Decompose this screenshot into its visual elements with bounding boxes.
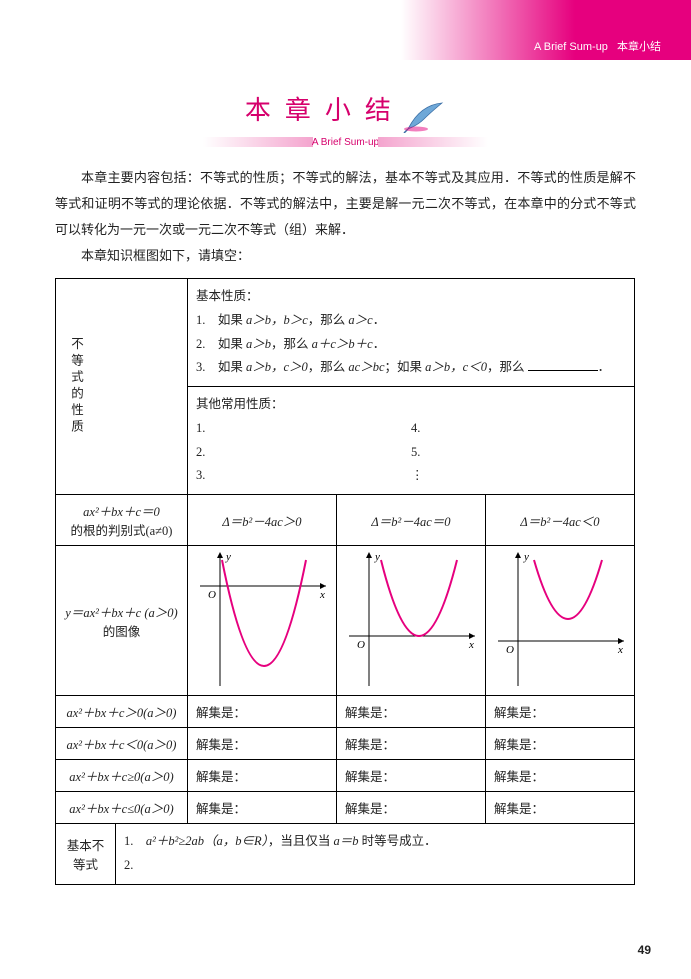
svg-text:x: x [319, 589, 325, 601]
svg-text:x: x [468, 639, 474, 651]
feather-icon [402, 99, 446, 133]
intro-text: 本章主要内容包括：不等式的性质；不等式的解法，基本不等式及其应用．不等式的性质是… [55, 165, 636, 269]
title-cn: 本章小结 [245, 96, 405, 125]
other-heading: 其他常用性质： [196, 393, 626, 417]
parabola-chart-3: y x O [490, 546, 630, 696]
other-n2: 2. [196, 441, 411, 465]
parabola-chart-2: y x O [341, 546, 481, 696]
title-fade-right [378, 137, 488, 147]
sol-cell: 解集是： [187, 728, 336, 760]
title-fade-left [203, 137, 313, 147]
graph-delta-neg: y x O [485, 546, 634, 696]
svg-text:y: y [523, 551, 529, 563]
sol-lhs: ax²＋bx＋c＞0(a＞0) [56, 696, 188, 728]
parabola-chart-1: y x O [192, 546, 332, 696]
basic-ineq-label: 基本不等式 [56, 824, 116, 885]
svg-text:x: x [617, 644, 623, 656]
intro-p2: 本章知识框图如下，请填空： [55, 243, 636, 269]
delta-neg: Δ＝b²－4ac＜0 [485, 495, 634, 546]
sol-cell: 解集是： [485, 728, 634, 760]
title-sub: A Brief Sum-up [312, 137, 379, 148]
sol-row-1: ax²＋bx＋c＜0(a＞0) 解集是： 解集是： 解集是： [56, 728, 635, 760]
sol-lhs: ax²＋bx＋c＜0(a＞0) [56, 728, 188, 760]
sol-cell: 解集是： [485, 696, 634, 728]
sol-row-0: ax²＋bx＋c＞0(a＞0) 解集是： 解集是： 解集是： [56, 696, 635, 728]
other-n4: 4. [411, 417, 626, 441]
discriminant-label: ax²＋bx＋c＝0 的根的判别式(a≠0) [56, 495, 188, 546]
sol-cell: 解集是： [187, 760, 336, 792]
basic-item-2: 2. 如果 a＞b，那么 a＋c＞b＋c． [196, 333, 626, 357]
svg-text:O: O [357, 639, 365, 651]
header-cn: 本章小结 [617, 41, 661, 53]
other-dots: ⋮ [411, 464, 626, 488]
svg-text:y: y [374, 551, 380, 563]
intro-p1: 本章主要内容包括：不等式的性质；不等式的解法，基本不等式及其应用．不等式的性质是… [55, 165, 636, 243]
graph-delta-pos: y x O [187, 546, 336, 696]
graph-delta-zero: y x O [336, 546, 485, 696]
sol-cell: 解集是： [187, 792, 336, 824]
sol-lhs: ax²＋bx＋c≥0(a＞0) [56, 760, 188, 792]
basic-properties-cell: 基本性质： 1. 如果 a＞b，b＞c，那么 a＞c． 2. 如果 a＞b，那么… [187, 279, 634, 387]
svg-text:O: O [208, 589, 216, 601]
basic-ineq-2: 2. [124, 854, 626, 878]
sol-cell: 解集是： [485, 760, 634, 792]
summary-table: 不等式的性质 基本性质： 1. 如果 a＞b，b＞c，那么 a＞c． 2. 如果… [55, 278, 635, 885]
graph-row-label: y＝ax²＋bx＋c (a＞0) 的图像 [56, 546, 188, 696]
sol-cell: 解集是： [485, 792, 634, 824]
sol-cell: 解集是： [336, 760, 485, 792]
svg-text:y: y [225, 551, 231, 563]
running-header: A Brief Sum-up 本章小结 [534, 38, 661, 54]
sol-row-3: ax²＋bx＋c≤0(a＞0) 解集是： 解集是： 解集是： [56, 792, 635, 824]
blank-fill[interactable] [528, 370, 598, 371]
page-number: 49 [638, 943, 651, 957]
header-en: A Brief Sum-up [534, 41, 608, 53]
chapter-title: 本章小结 A Brief Sum-up [0, 90, 691, 149]
sol-lhs: ax²＋bx＋c≤0(a＞0) [56, 792, 188, 824]
properties-vertical-label: 不等式的性质 [64, 337, 86, 436]
other-n1: 1. [196, 417, 411, 441]
basic-item-1: 1. 如果 a＞b，b＞c，那么 a＞c． [196, 309, 626, 333]
delta-pos: Δ＝b²－4ac＞0 [187, 495, 336, 546]
basic-ineq-1: 1. a²＋b²≥2ab（a，b∈R），当且仅当 a＝b 时等号成立． [124, 830, 626, 854]
basic-ineq-cell: 1. a²＋b²≥2ab（a，b∈R），当且仅当 a＝b 时等号成立． 2. [116, 824, 635, 885]
basic-item-3: 3. 如果 a＞b，c＞0，那么 ac＞bc；如果 a＞b，c＜0，那么 ． [196, 356, 626, 380]
sol-cell: 解集是： [336, 696, 485, 728]
sol-cell: 解集是： [336, 792, 485, 824]
sol-cell: 解集是： [187, 696, 336, 728]
other-n3: 3. [196, 464, 411, 488]
properties-label-cell: 不等式的性质 [56, 279, 188, 495]
sol-row-2: ax²＋bx＋c≥0(a＞0) 解集是： 解集是： 解集是： [56, 760, 635, 792]
delta-zero: Δ＝b²－4ac＝0 [336, 495, 485, 546]
svg-text:O: O [506, 644, 514, 656]
other-properties-cell: 其他常用性质： 1. 4. 2. 5. 3. ⋮ [187, 387, 634, 495]
other-n5: 5. [411, 441, 626, 465]
basic-heading: 基本性质： [196, 285, 626, 309]
sol-cell: 解集是： [336, 728, 485, 760]
